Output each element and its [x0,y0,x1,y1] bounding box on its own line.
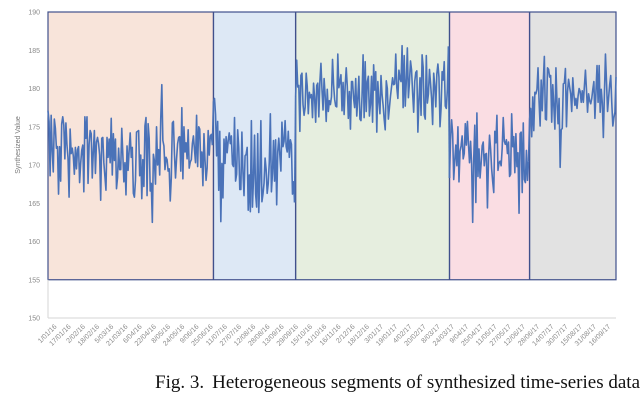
x-axis: 1/01/1617/01/162/02/1618/02/165/03/1621/… [37,317,616,348]
y-tick-label: 150 [28,316,40,323]
segment-bands [47,11,617,281]
caption-label: Fig. 3. [155,372,205,393]
segment-frame [47,11,617,281]
series-line [528,53,617,169]
series-line [294,44,450,133]
series [47,44,617,224]
series-line [212,97,296,223]
y-tick-label: 190 [28,10,40,17]
y-tick-label: 180 [28,86,40,93]
series-line-connector [293,96,297,203]
series-line [448,112,530,224]
chart: 150 155 160 165 170 175 180 185 190 1/01/1617/01… [15,10,617,348]
series-line-connector [527,119,531,162]
segment-band [295,12,450,280]
y-tick-label: 175 [28,124,40,131]
y-tick-label: 170 [28,163,40,170]
y-tick-label: 185 [28,48,40,55]
series-line [47,83,214,224]
y-axis-title: Synthesized Value [15,116,22,174]
y-tick-label: 160 [28,239,40,246]
y-tick-label: 165 [28,201,40,208]
y-axis: 150 155 160 165 170 175 180 185 190 [28,10,49,323]
series-line-connector [211,101,215,146]
y-tick-label: 155 [28,277,40,284]
caption-text: Heterogeneous segments of synthesized ti… [212,372,640,393]
segment-band [529,12,616,280]
series-line-connector [447,46,451,179]
figure-caption: Fig. 3. Heterogeneous segments of synthes… [0,372,640,394]
